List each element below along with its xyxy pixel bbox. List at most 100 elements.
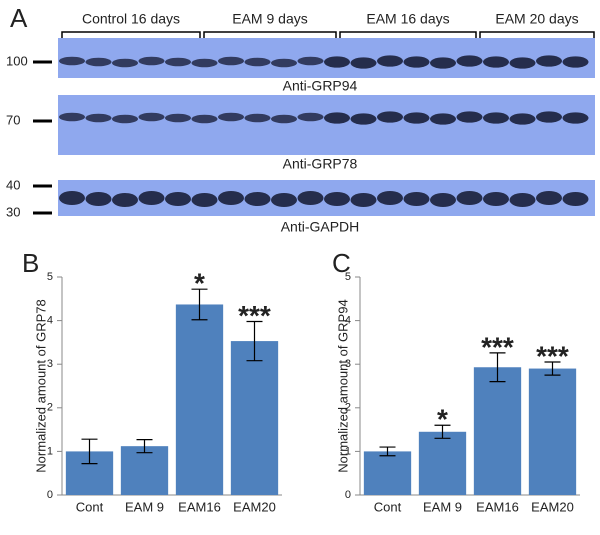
marker-label: 70	[6, 112, 20, 127]
x-tick-label: EAM20	[233, 499, 276, 514]
x-tick-label: Cont	[374, 499, 402, 514]
error-bar	[136, 439, 153, 454]
x-tick-label: EAM 9	[423, 499, 462, 514]
y-tick-label: 1	[47, 445, 53, 457]
x-tick-label: EAM16	[178, 499, 221, 514]
blot-band	[244, 113, 271, 123]
blot-band	[138, 56, 165, 66]
blot-band	[59, 191, 85, 205]
blot-band	[112, 114, 138, 124]
blot-band	[430, 57, 456, 69]
panel-letter: B	[22, 248, 39, 278]
blot-band	[324, 112, 350, 124]
blot-band	[138, 191, 165, 205]
blot-band	[456, 191, 483, 205]
significance-label: ***	[238, 300, 271, 331]
blot-band	[483, 56, 509, 68]
blot-band	[297, 56, 324, 66]
error-bar	[379, 446, 396, 457]
panel-letter: C	[332, 248, 351, 278]
blot-band	[377, 55, 403, 67]
blot-band	[377, 111, 403, 123]
y-tick-label: 5	[47, 271, 53, 283]
y-tick-label: 5	[345, 271, 351, 283]
blot-band	[218, 56, 244, 66]
blot-band	[218, 112, 244, 122]
y-axis-title: Normalized amount of GRP78	[33, 299, 48, 472]
blot-band	[350, 113, 377, 125]
y-tick-label: 3	[345, 358, 351, 370]
blot-band	[59, 112, 85, 122]
blot-band	[324, 56, 350, 68]
y-tick-label: 4	[345, 315, 351, 327]
y-tick-label: 2	[345, 402, 351, 414]
y-tick-label: 0	[345, 489, 351, 501]
bar	[418, 431, 467, 495]
blot-band	[562, 112, 589, 124]
y-tick-label: 4	[47, 315, 53, 327]
blot-band	[377, 191, 403, 205]
blot-band	[403, 56, 430, 68]
marker-label: 40	[6, 177, 20, 192]
blot-band	[350, 57, 377, 69]
lane-group-label: Control 16 days	[82, 11, 180, 27]
significance-label: *	[437, 404, 448, 435]
lane-group-label: EAM 9 days	[232, 11, 307, 27]
blot-band	[297, 112, 324, 122]
error-bar	[81, 438, 98, 465]
group-bracket	[479, 31, 595, 38]
blot-band	[536, 191, 562, 205]
bar	[528, 368, 577, 495]
blot-band	[456, 111, 483, 123]
x-tick-label: Cont	[76, 499, 104, 514]
x-tick-label: EAM 9	[125, 499, 164, 514]
blot-band	[536, 111, 562, 123]
blot-band	[483, 192, 509, 206]
group-bracket	[203, 31, 337, 38]
lane-group-label: EAM 16 days	[366, 11, 449, 27]
y-axis-title: Normalized amount of GRP94	[335, 299, 350, 472]
lane-group-label: EAM 20 days	[495, 11, 578, 27]
y-tick-label: 2	[47, 402, 53, 414]
blot-band	[456, 55, 483, 67]
blot-band	[562, 56, 589, 68]
y-tick-label: 3	[47, 358, 53, 370]
blot-band	[403, 192, 430, 206]
bar	[363, 451, 412, 495]
blot-band	[191, 58, 218, 68]
error-bar	[489, 352, 506, 383]
blot-strip	[58, 38, 595, 78]
x-tick-label: EAM20	[531, 499, 574, 514]
blot-band	[430, 113, 456, 125]
blot-band	[191, 193, 218, 207]
panel-letter: A	[10, 3, 28, 33]
marker-label: 100	[6, 53, 28, 68]
group-bracket	[339, 31, 477, 38]
blot-band	[112, 193, 138, 207]
blot-band	[509, 193, 536, 207]
blot-band	[165, 57, 191, 67]
blot-band	[191, 114, 218, 124]
blot-band	[218, 191, 244, 205]
blot-strip	[58, 95, 595, 155]
blot-band	[85, 192, 112, 206]
blot-band	[403, 112, 430, 124]
blot-band	[85, 57, 112, 67]
significance-label: ***	[481, 331, 514, 362]
blot-band	[271, 114, 297, 124]
antibody-label: Anti-GRP94	[283, 78, 358, 94]
blot-band	[297, 191, 324, 205]
blot-band	[350, 193, 377, 207]
x-tick-label: EAM16	[476, 499, 519, 514]
blot-band	[165, 192, 191, 206]
significance-label: *	[194, 268, 205, 299]
y-tick-label: 1	[345, 445, 351, 457]
blot-band	[509, 113, 536, 125]
blot-band	[112, 58, 138, 68]
bar	[473, 367, 522, 495]
blot-band	[324, 192, 350, 206]
blot-band	[430, 193, 456, 207]
group-bracket	[61, 31, 201, 38]
y-tick-label: 0	[47, 489, 53, 501]
